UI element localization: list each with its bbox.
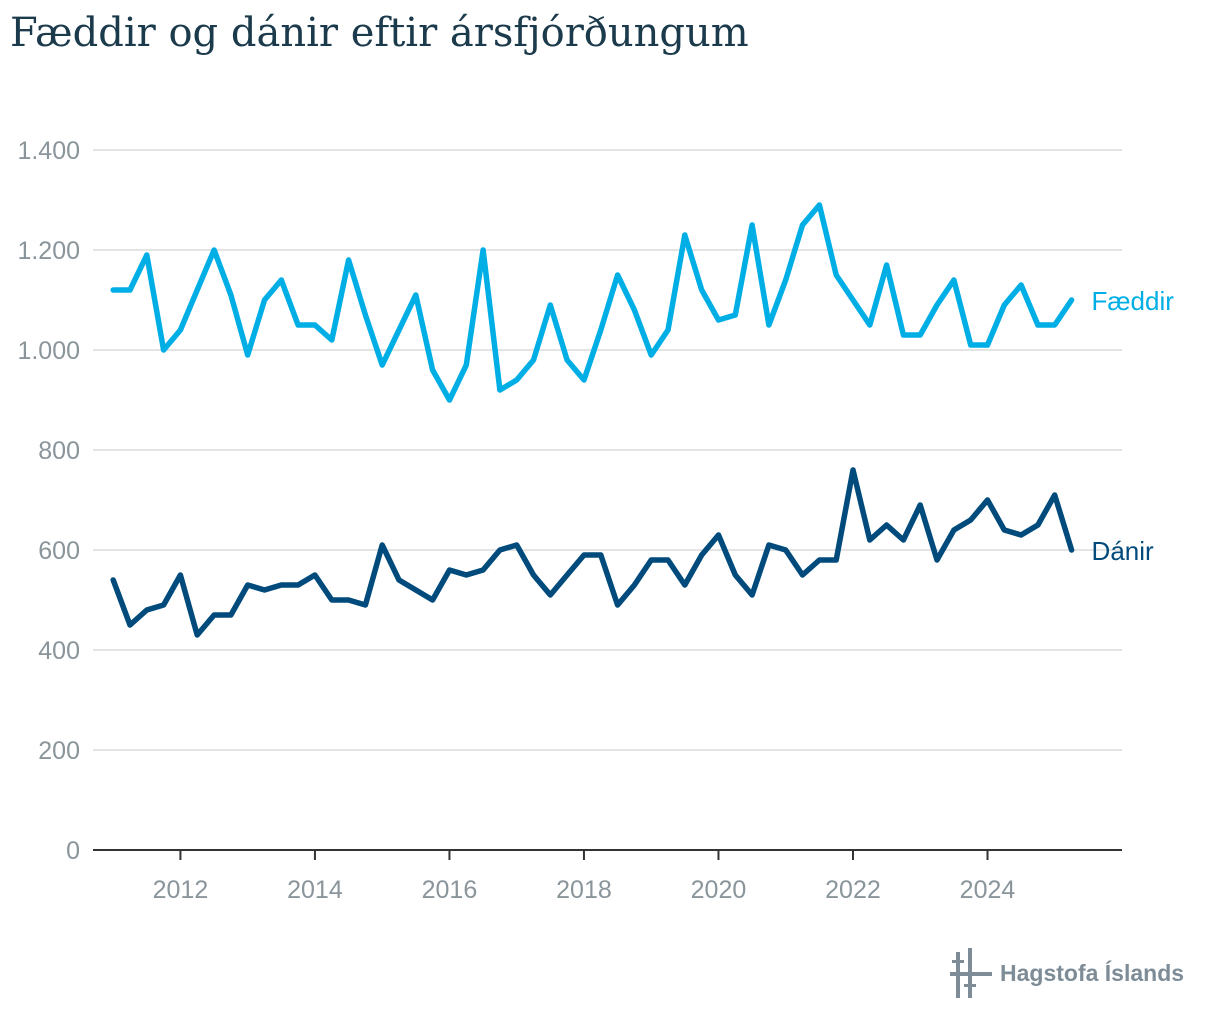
y-tick-label: 1.200 (17, 237, 80, 265)
y-tick-label: 1.000 (17, 337, 80, 365)
hagstofa-logo-icon (950, 948, 992, 998)
gridlines (93, 149, 1122, 751)
y-tick-label: 400 (38, 637, 80, 665)
chart-title: Fæddir og dánir eftir ársfjórðungum (10, 10, 749, 56)
x-tick-label: 2014 (287, 876, 343, 904)
y-tick-label: 200 (38, 737, 80, 765)
x-tick-label: 2022 (825, 876, 881, 904)
x-tick-label: 2018 (556, 876, 612, 904)
x-tick-label: 2016 (422, 876, 478, 904)
x-tick-label: 2020 (691, 876, 747, 904)
series-line-faeddir (110, 202, 1075, 403)
series-labels: Fæddir Dánir (1092, 286, 1175, 566)
y-axis-ticks: 0 200 400 600 800 1.000 1.200 1.400 (17, 137, 80, 865)
y-tick-label: 0 (66, 837, 80, 865)
x-tick-label: 2024 (960, 876, 1016, 904)
series-lines (110, 202, 1075, 638)
x-axis: 2012 2014 2016 2018 2020 2022 2024 (93, 849, 1122, 904)
y-tick-label: 600 (38, 537, 80, 565)
brand-logo: Hagstofa Íslands (950, 948, 1184, 998)
series-label: Dánir (1092, 536, 1154, 566)
series-line-danir (110, 467, 1075, 638)
series-label: Fæddir (1092, 286, 1175, 316)
y-tick-label: 1.400 (17, 137, 80, 165)
x-tick-label: 2012 (153, 876, 209, 904)
brand-name: Hagstofa Íslands (1000, 959, 1185, 986)
y-tick-label: 800 (38, 437, 80, 465)
